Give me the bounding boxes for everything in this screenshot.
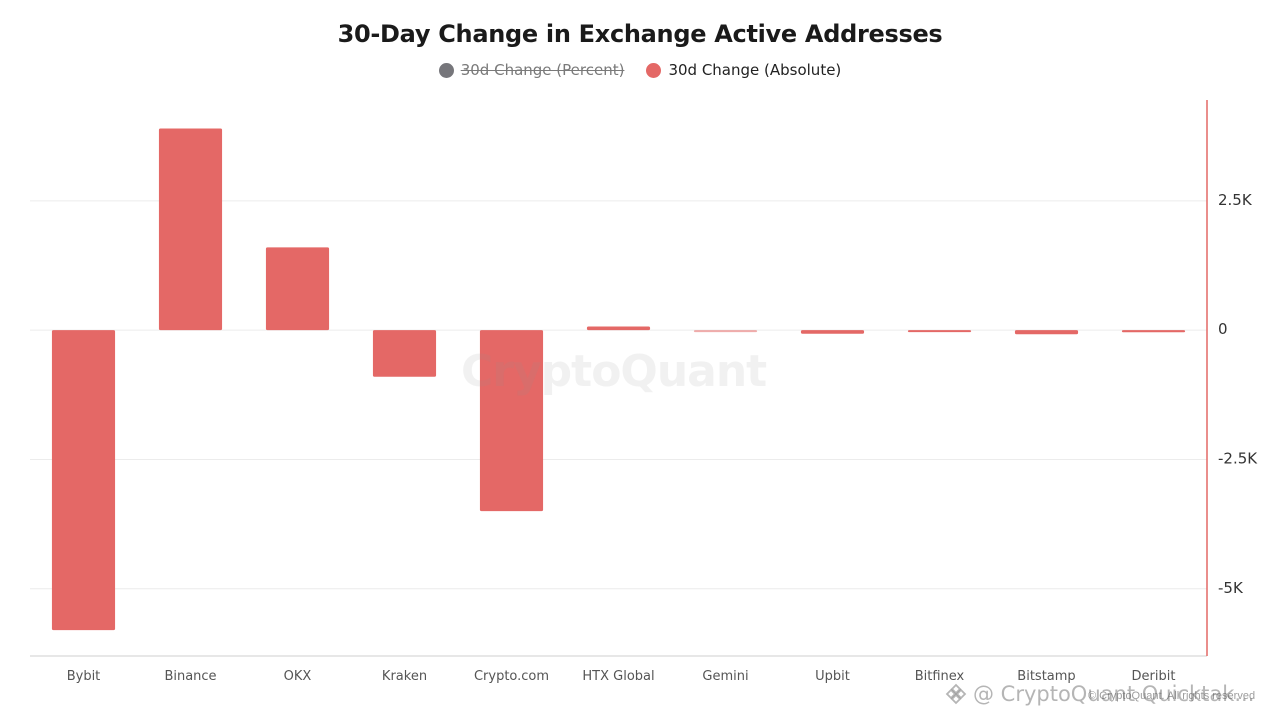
y-tick-label: 0 bbox=[1218, 320, 1228, 338]
footer-brand-text: @ CryptoQuant Quicktak... bbox=[973, 682, 1255, 706]
bar-gemini[interactable] bbox=[693, 330, 758, 333]
x-tick-label: Crypto.com bbox=[474, 669, 549, 684]
bar-binance[interactable] bbox=[158, 128, 223, 331]
bar-okx[interactable] bbox=[265, 247, 330, 331]
copyright: © CryptoQuant. All rights reserved bbox=[1088, 690, 1256, 702]
y-tick-label: -5K bbox=[1218, 579, 1244, 597]
bar-bitstamp[interactable] bbox=[1014, 330, 1079, 335]
bar-crypto-com[interactable] bbox=[479, 330, 544, 512]
x-tick-label: Bybit bbox=[67, 669, 101, 684]
x-tick-label: HTX Global bbox=[582, 669, 654, 684]
axes: -5K -2.5K 0 2.5K Bybit Binance OKX Kraken Crypto… bbox=[30, 100, 1258, 684]
bar-deribit[interactable] bbox=[1121, 330, 1186, 333]
legend-marker-percent-icon bbox=[438, 62, 454, 78]
x-tick-label: Deribit bbox=[1132, 669, 1176, 684]
legend-item-absolute[interactable]: 30d Change (Absolute) bbox=[646, 61, 841, 79]
binance-logo-icon bbox=[945, 683, 967, 705]
y-tick-label: -2.5K bbox=[1218, 449, 1258, 467]
bar-kraken[interactable] bbox=[372, 330, 437, 377]
bars bbox=[51, 128, 1186, 631]
y-tick-label: 2.5K bbox=[1218, 191, 1253, 209]
chart-title: 30-Day Change in Exchange Active Address… bbox=[337, 20, 943, 48]
bar-bitfinex[interactable] bbox=[907, 330, 972, 333]
x-tick-label: Binance bbox=[164, 669, 216, 684]
legend-item-percent[interactable]: 30d Change (Percent) bbox=[438, 61, 625, 79]
bar-upbit[interactable] bbox=[800, 330, 865, 334]
bar-htx-global[interactable] bbox=[586, 326, 651, 331]
legend-marker-absolute-icon bbox=[646, 62, 662, 78]
legend: 30d Change (Percent) 30d Change (Absolut… bbox=[0, 61, 1280, 79]
bar-bybit[interactable] bbox=[51, 330, 116, 631]
footer-brand: @ CryptoQuant Quicktak... bbox=[945, 682, 1254, 706]
legend-label-percent: 30d Change (Percent) bbox=[460, 61, 625, 79]
x-tick-label: Gemini bbox=[702, 669, 748, 684]
x-tick-label: Bitstamp bbox=[1017, 669, 1075, 684]
legend-label-absolute: 30d Change (Absolute) bbox=[668, 61, 842, 79]
x-tick-label: Upbit bbox=[815, 669, 850, 684]
x-tick-label: Kraken bbox=[382, 669, 427, 684]
x-tick-label: OKX bbox=[284, 669, 312, 684]
x-tick-label: Bitfinex bbox=[915, 669, 965, 684]
